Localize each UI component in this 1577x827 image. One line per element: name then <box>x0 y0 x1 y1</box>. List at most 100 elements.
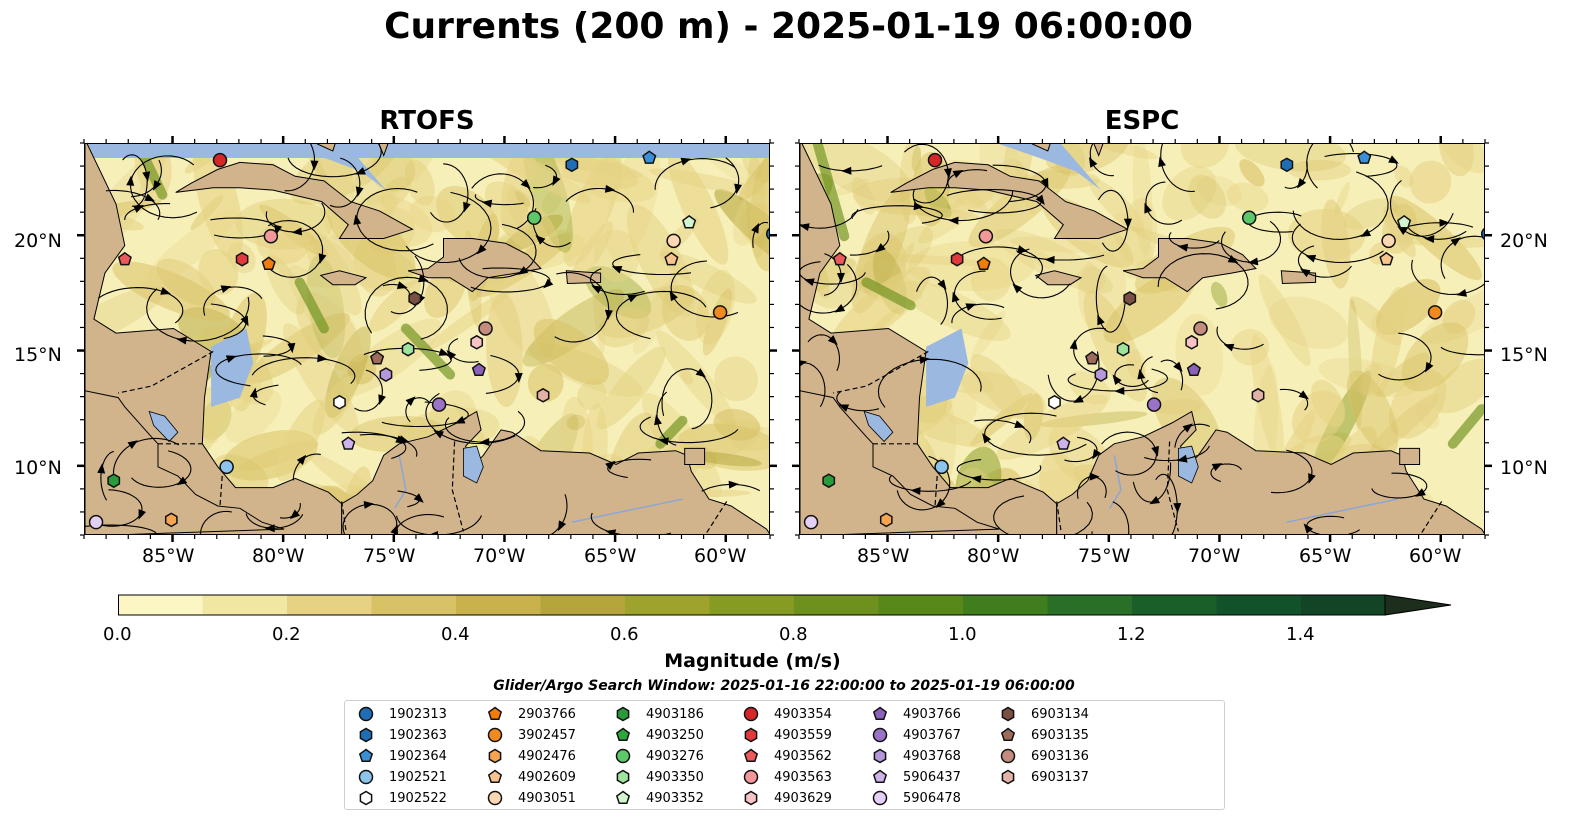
legend-marker-4902609 <box>487 769 503 784</box>
legend-label: 4903629 <box>774 790 832 806</box>
lon-label-espc-75w: 75°W <box>1078 545 1131 567</box>
legend-marker-4903767 <box>872 727 888 743</box>
legend-marker-4903629 <box>744 790 758 806</box>
legend-marker-6903134 <box>1001 706 1015 722</box>
land-bahamas2 <box>1093 144 1104 157</box>
float-marker-4902609 <box>664 251 679 266</box>
lon-label-rtofs-65w: 65°W <box>584 545 637 567</box>
legend-label: 1902522 <box>389 790 447 806</box>
float-marker-2903766 <box>261 256 276 270</box>
float-markers-rtofs <box>88 150 769 530</box>
legend-label: 4903350 <box>646 769 704 785</box>
legend-item-1902521: 1902521 <box>353 767 447 787</box>
float-marker-4903350 <box>401 341 415 357</box>
lat-label-left-20n: 20°N <box>14 230 62 252</box>
legend-item-4903051: 4903051 <box>482 788 576 808</box>
float-marker-4903051 <box>1381 233 1396 249</box>
streamlines-rtofs <box>85 144 769 534</box>
legend-label: 3902457 <box>518 727 576 743</box>
legend-marker-4903354 <box>743 706 759 722</box>
float-marker-4902476 <box>879 512 893 528</box>
land-trinidad <box>1399 447 1421 465</box>
legend-label: 4902609 <box>518 769 576 785</box>
legend-item-4903276: 4903276 <box>610 746 704 766</box>
colorbar <box>118 594 1453 616</box>
panel-title-espc: ESPC <box>1104 106 1180 136</box>
map-panel-espc[interactable] <box>799 143 1485 535</box>
colorbar-tick-0-2: 0.2 <box>272 624 301 645</box>
lon-label-rtofs-70w: 70°W <box>473 545 526 567</box>
float-marker-1902363 <box>1280 157 1294 173</box>
lat-label-right-15n: 15°N <box>1500 344 1548 366</box>
legend-marker-4902476 <box>488 748 502 764</box>
legend-label: 6903134 <box>1031 706 1089 722</box>
float-marker-1902521 <box>219 459 234 475</box>
lon-label-rtofs-60w: 60°W <box>694 545 747 567</box>
colorbar-tick-1-4: 1.4 <box>1286 624 1315 645</box>
lon-label-rtofs-85w: 85°W <box>142 545 195 567</box>
float-marker-4903276 <box>1241 210 1257 226</box>
legend-item-6903134: 6903134 <box>995 704 1089 724</box>
shallow-water-espc <box>926 144 1101 407</box>
land-cuba <box>175 161 414 239</box>
legend-marker-1902363 <box>359 727 373 743</box>
shallow-water-rtofs <box>85 144 769 407</box>
legend-marker-1902313 <box>358 706 374 722</box>
float-marker-6903135 <box>370 350 385 365</box>
float-marker-4903562 <box>117 251 132 266</box>
legend-label: 4902476 <box>518 748 576 764</box>
legend-marker-4903768 <box>873 748 887 764</box>
lon-label-espc-85w: 85°W <box>857 545 910 567</box>
float-marker-1902313 <box>765 228 769 240</box>
float-marker-4903051 <box>666 233 681 249</box>
colorbar-tick-1-2: 1.2 <box>1117 624 1146 645</box>
legend-marker-3902457 <box>487 727 503 743</box>
legend-label: 4903563 <box>774 769 832 785</box>
float-marker-4903563 <box>978 228 994 244</box>
land-bahamas1 <box>1031 144 1051 152</box>
float-marker-4903629 <box>470 334 484 350</box>
float-marker-1902313 <box>1480 228 1484 240</box>
float-marker-4903186 <box>822 473 836 489</box>
float-marker-4903559 <box>950 251 964 267</box>
legend-item-6903136: 6903136 <box>995 746 1089 766</box>
land-jamaica <box>319 270 368 286</box>
legend-label: 6903135 <box>1031 727 1089 743</box>
legend-item-5906437: 5906437 <box>867 767 961 787</box>
float-marker-6903136 <box>478 321 493 336</box>
float-marker-4903352 <box>1397 214 1412 229</box>
legend-marker-4903276 <box>615 748 631 764</box>
float-marker-6903136 <box>1193 321 1208 336</box>
colorbar-title: Magnitude (m/s) <box>664 650 841 672</box>
legend-item-4903352: 4903352 <box>610 788 704 808</box>
colorbar-tick-0-6: 0.6 <box>610 624 639 645</box>
legend-marker-5906437 <box>872 769 888 784</box>
lon-label-espc-80w: 80°W <box>967 545 1020 567</box>
legend-marker-4903562 <box>743 748 759 763</box>
legend-marker-6903136 <box>1000 748 1016 764</box>
float-marker-6903134 <box>408 291 422 306</box>
float-marker-4903559 <box>235 251 249 267</box>
map-panel-rtofs[interactable] <box>84 143 770 535</box>
legend-marker-4903563 <box>743 769 759 785</box>
legend-marker-4903766 <box>872 706 888 721</box>
land-puerto-rico <box>1280 270 1317 285</box>
legend-marker-4903250 <box>615 727 631 742</box>
lon-label-espc-70w: 70°W <box>1188 545 1241 567</box>
float-marker-1902363 <box>565 157 579 173</box>
float-marker-4903354 <box>212 152 228 168</box>
lat-label-right-10n: 10°N <box>1500 457 1548 479</box>
float-marker-2903766 <box>976 256 991 270</box>
float-marker-1902521 <box>934 459 949 475</box>
legend-item-4902609: 4902609 <box>482 767 576 787</box>
legend-marker-6903137 <box>1001 769 1015 785</box>
legend-label: 1902364 <box>389 748 447 764</box>
land-trinidad <box>684 447 706 465</box>
land-bahamas1 <box>316 144 336 152</box>
float-marker-3902457 <box>1427 305 1443 320</box>
float-marker-5906478 <box>803 514 819 530</box>
legend-item-4903563: 4903563 <box>738 767 832 787</box>
float-marker-4903563 <box>263 228 279 244</box>
float-marker-4903352 <box>682 214 697 229</box>
legend-label: 4903352 <box>646 790 704 806</box>
